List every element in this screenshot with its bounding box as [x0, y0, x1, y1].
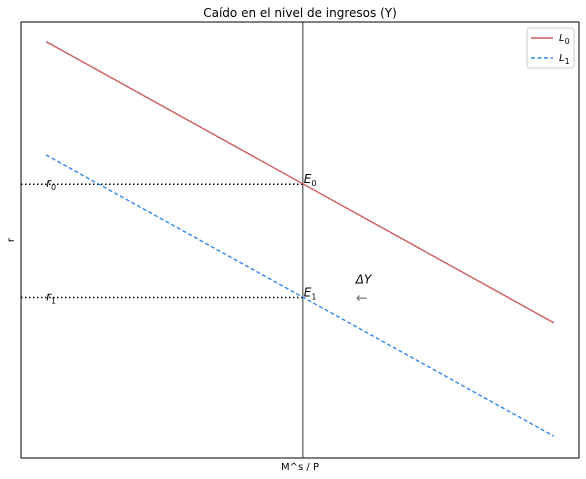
- series-line-L1: [45, 154, 555, 437]
- equilibrium-label-1: E1: [304, 286, 317, 302]
- legend: L0 L1: [526, 27, 575, 69]
- equilibrium-label-0: E0: [304, 172, 317, 188]
- rate-label-0: r0: [46, 176, 56, 192]
- plot-frame: [20, 21, 580, 459]
- legend-label-0: L0: [559, 33, 570, 46]
- chart-title: Caído en el nivel de ingresos (Y): [203, 6, 397, 20]
- plot-area: E0 E1 r0 r1 ΔY ←: [21, 22, 555, 458]
- legend-label-1: L1: [559, 53, 570, 66]
- delta-y-arrow: ←: [356, 291, 368, 307]
- rate-label-1: r1: [46, 290, 56, 306]
- delta-y-annotation: ΔY: [355, 273, 373, 287]
- series-line-L0: [45, 41, 555, 324]
- x-axis-label: M^s / P: [281, 462, 319, 473]
- y-axis-label: r: [6, 237, 17, 242]
